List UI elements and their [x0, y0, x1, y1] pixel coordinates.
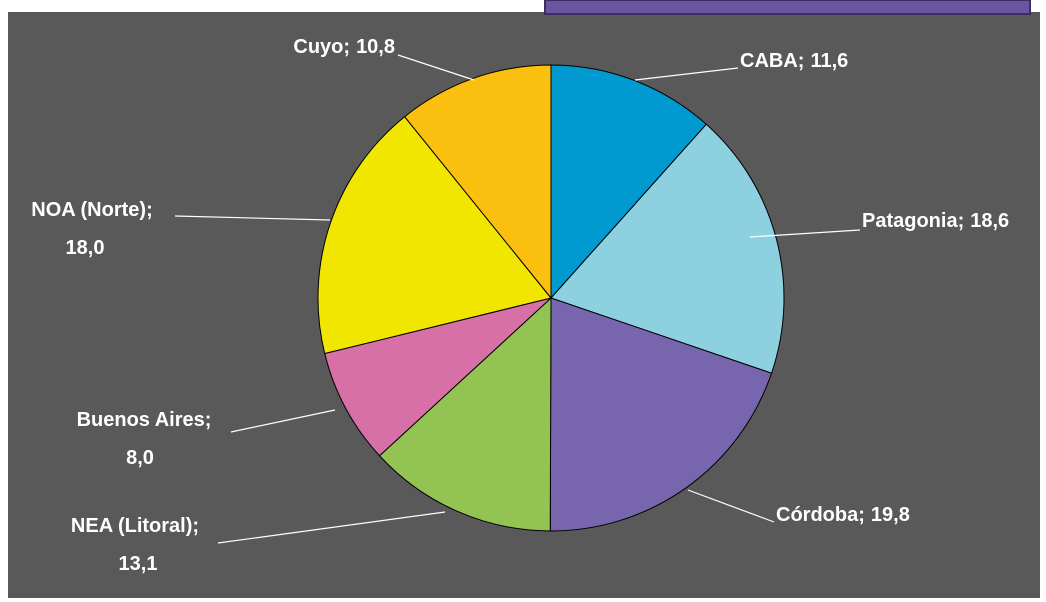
category-name: Córdoba	[776, 504, 859, 526]
value-label: 11,6	[810, 50, 848, 72]
pie-slice	[378, 296, 552, 532]
value-label: 10,8	[356, 36, 395, 58]
data-label: Córdoba; 19,8	[776, 504, 910, 526]
value-label: 13,1	[119, 553, 158, 575]
pie-slice	[324, 297, 552, 457]
label-separator: ;	[958, 210, 965, 232]
pie-slice	[550, 64, 708, 300]
pie-slice	[550, 123, 785, 374]
value-label: 19,8	[871, 504, 910, 526]
category-name: NOA (Norte)	[31, 199, 146, 221]
category-name: Cuyo	[293, 36, 343, 58]
pie-slice	[549, 297, 773, 532]
data-label: 18,0	[66, 237, 105, 259]
category-name: CABA	[740, 50, 798, 72]
label-separator: ;	[205, 409, 212, 431]
pie-slice	[403, 64, 552, 300]
pie-slice	[317, 116, 552, 355]
leader-line	[397, 54, 475, 81]
leader-line	[749, 229, 861, 238]
label-separator: ;	[798, 50, 805, 72]
data-label: CABA; 11,6	[740, 50, 848, 72]
data-label: Cuyo; 10,8	[293, 36, 395, 58]
leader-line	[217, 511, 446, 544]
label-separator: ;	[343, 36, 350, 58]
data-label: NOA (Norte);	[31, 199, 152, 221]
category-name: NEA (Litoral)	[71, 515, 192, 537]
header-bar	[544, 0, 1031, 15]
leader-line	[174, 215, 331, 221]
value-label: 18,6	[970, 210, 1009, 232]
category-name: Patagonia	[862, 210, 958, 232]
label-separator: ;	[858, 504, 865, 526]
value-label: 18,0	[66, 237, 105, 259]
leader-line	[230, 409, 336, 433]
label-separator: ;	[192, 515, 199, 537]
category-name: Buenos Aires	[77, 409, 205, 431]
data-label: Buenos Aires;	[77, 409, 212, 431]
data-label: Patagonia; 18,6	[862, 210, 1009, 232]
leader-line	[634, 67, 739, 81]
data-label: NEA (Litoral);	[71, 515, 199, 537]
leader-line	[687, 489, 775, 523]
data-label: 8,0	[126, 447, 154, 469]
label-separator: ;	[146, 199, 153, 221]
data-label: 13,1	[119, 553, 158, 575]
value-label: 8,0	[126, 447, 154, 469]
